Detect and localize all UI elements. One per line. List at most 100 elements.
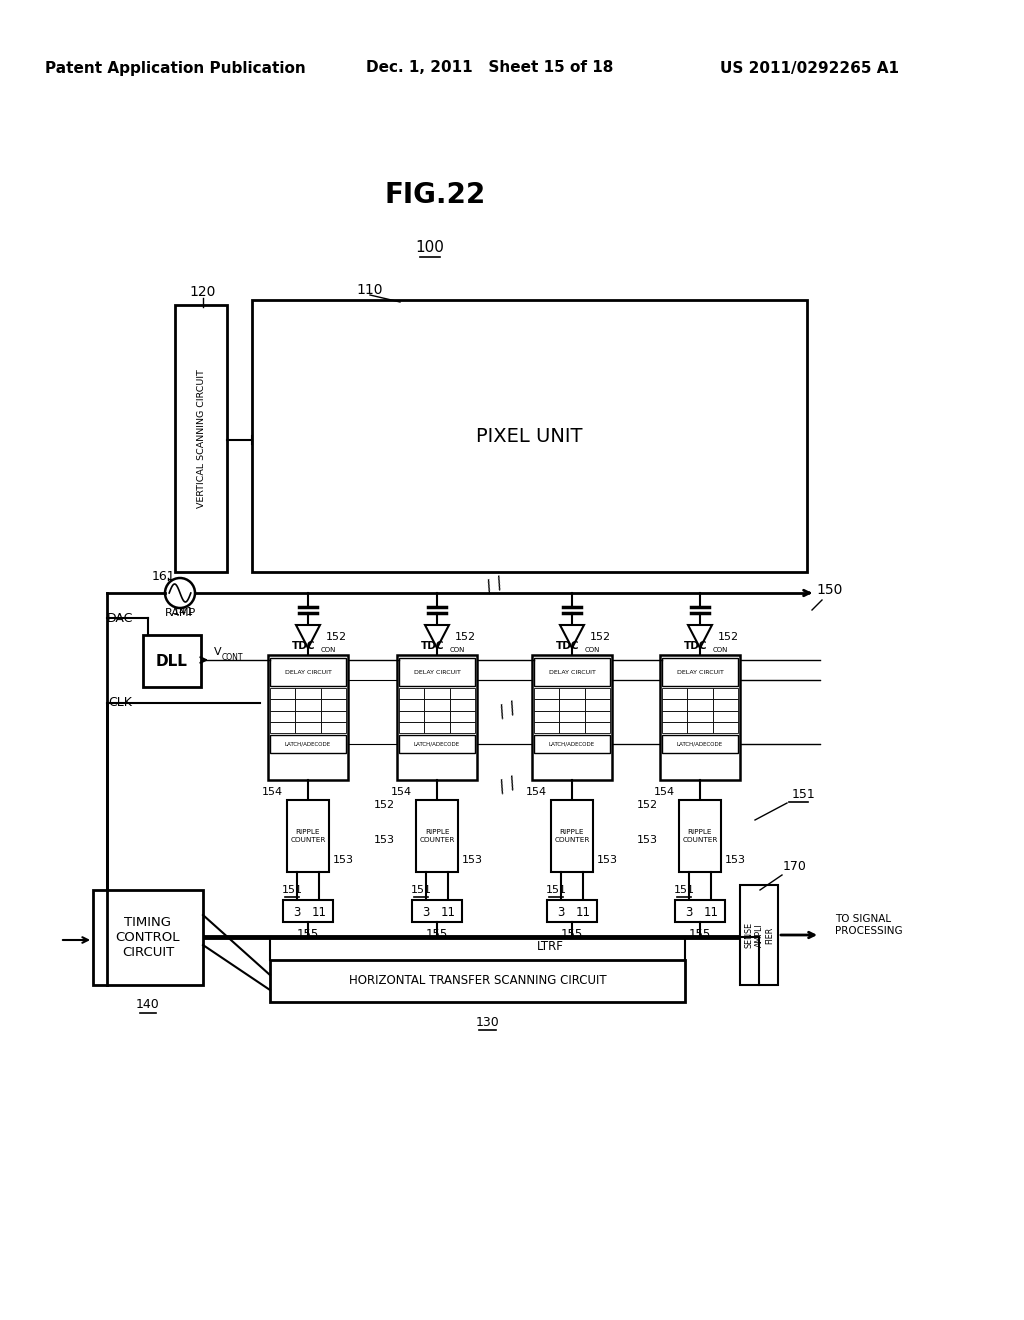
Bar: [270, 700, 295, 710]
Bar: [399, 700, 424, 710]
Bar: [713, 710, 738, 722]
Text: 3: 3: [422, 906, 430, 919]
Text: 155: 155: [689, 928, 711, 940]
Polygon shape: [296, 624, 319, 648]
Bar: [585, 722, 610, 733]
Bar: [534, 722, 559, 733]
Bar: [687, 710, 713, 722]
Bar: [321, 688, 346, 700]
Bar: [559, 688, 585, 700]
Bar: [399, 735, 475, 752]
Polygon shape: [425, 624, 449, 648]
Text: HORIZONTAL TRANSFER SCANNING CIRCUIT: HORIZONTAL TRANSFER SCANNING CIRCUIT: [349, 974, 606, 987]
Bar: [424, 688, 450, 700]
Bar: [675, 900, 725, 921]
Bar: [295, 700, 321, 710]
Bar: [93, 890, 203, 985]
Bar: [559, 722, 585, 733]
Bar: [450, 710, 475, 722]
Text: PIXEL UNIT: PIXEL UNIT: [476, 426, 583, 446]
Bar: [547, 900, 597, 921]
Text: LATCH/ADECODE: LATCH/ADECODE: [285, 742, 331, 747]
Bar: [399, 722, 424, 733]
Bar: [399, 710, 424, 722]
Text: 170: 170: [783, 861, 807, 874]
Bar: [450, 722, 475, 733]
Bar: [687, 700, 713, 710]
Bar: [679, 800, 721, 873]
Text: CON: CON: [585, 647, 600, 653]
Text: 154: 154: [391, 787, 412, 797]
Text: 153: 153: [597, 855, 618, 865]
Polygon shape: [688, 624, 712, 648]
Bar: [687, 688, 713, 700]
Bar: [534, 710, 559, 722]
Bar: [295, 688, 321, 700]
Text: 11: 11: [703, 906, 719, 919]
Bar: [143, 635, 201, 686]
Bar: [559, 710, 585, 722]
Text: 152: 152: [326, 632, 347, 642]
Text: 100: 100: [416, 240, 444, 256]
Text: 153: 153: [462, 855, 483, 865]
Text: TO SIGNAL
PROCESSING: TO SIGNAL PROCESSING: [835, 915, 902, 936]
Text: 151: 151: [674, 884, 694, 895]
Text: 154: 154: [526, 787, 547, 797]
Text: 152: 152: [590, 632, 611, 642]
Text: 153: 153: [637, 836, 658, 845]
Bar: [252, 300, 807, 572]
Bar: [662, 722, 687, 733]
Text: DELAY CIRCUIT: DELAY CIRCUIT: [549, 669, 595, 675]
Text: LATCH/ADECODE: LATCH/ADECODE: [414, 742, 460, 747]
Bar: [270, 710, 295, 722]
Text: 154: 154: [654, 787, 675, 797]
Text: 11: 11: [575, 906, 591, 919]
Bar: [713, 700, 738, 710]
Bar: [534, 688, 559, 700]
Text: RIPPLE
COUNTER: RIPPLE COUNTER: [682, 829, 718, 842]
Bar: [559, 700, 585, 710]
Bar: [321, 710, 346, 722]
Bar: [662, 700, 687, 710]
Text: / /: / /: [498, 698, 519, 721]
Text: 155: 155: [561, 928, 583, 940]
Bar: [412, 900, 462, 921]
Text: TIMING
CONTROL
CIRCUIT: TIMING CONTROL CIRCUIT: [116, 916, 180, 960]
Text: CLK: CLK: [108, 697, 132, 710]
Text: DAC: DAC: [106, 611, 133, 624]
Text: SENSE
AMPLI
FIER: SENSE AMPLI FIER: [744, 921, 774, 948]
Text: DLL: DLL: [156, 653, 188, 668]
Text: VERTICAL SCANNING CIRCUIT: VERTICAL SCANNING CIRCUIT: [197, 370, 206, 508]
Bar: [295, 710, 321, 722]
Bar: [270, 657, 346, 686]
Text: 3: 3: [685, 906, 692, 919]
Bar: [399, 688, 424, 700]
Bar: [687, 722, 713, 733]
Text: / /: / /: [498, 774, 519, 796]
Text: RAMP: RAMP: [165, 609, 196, 618]
Text: 3: 3: [557, 906, 564, 919]
Text: 152: 152: [718, 632, 739, 642]
Bar: [713, 688, 738, 700]
Bar: [424, 722, 450, 733]
Bar: [424, 710, 450, 722]
Bar: [662, 657, 738, 686]
Bar: [287, 800, 329, 873]
Text: DELAY CIRCUIT: DELAY CIRCUIT: [677, 669, 723, 675]
Bar: [283, 900, 333, 921]
Text: DELAY CIRCUIT: DELAY CIRCUIT: [414, 669, 461, 675]
Bar: [740, 884, 778, 985]
Text: 152: 152: [374, 800, 395, 810]
Bar: [662, 710, 687, 722]
Text: 110: 110: [356, 282, 383, 297]
Bar: [416, 800, 458, 873]
Bar: [321, 722, 346, 733]
Text: DELAY CIRCUIT: DELAY CIRCUIT: [285, 669, 332, 675]
Text: Patent Application Publication: Patent Application Publication: [45, 61, 305, 75]
Text: RIPPLE
COUNTER: RIPPLE COUNTER: [554, 829, 590, 842]
Text: CON: CON: [321, 647, 336, 653]
Text: CONT: CONT: [222, 652, 244, 661]
Text: 11: 11: [311, 906, 327, 919]
Text: CON: CON: [713, 647, 728, 653]
Bar: [321, 700, 346, 710]
